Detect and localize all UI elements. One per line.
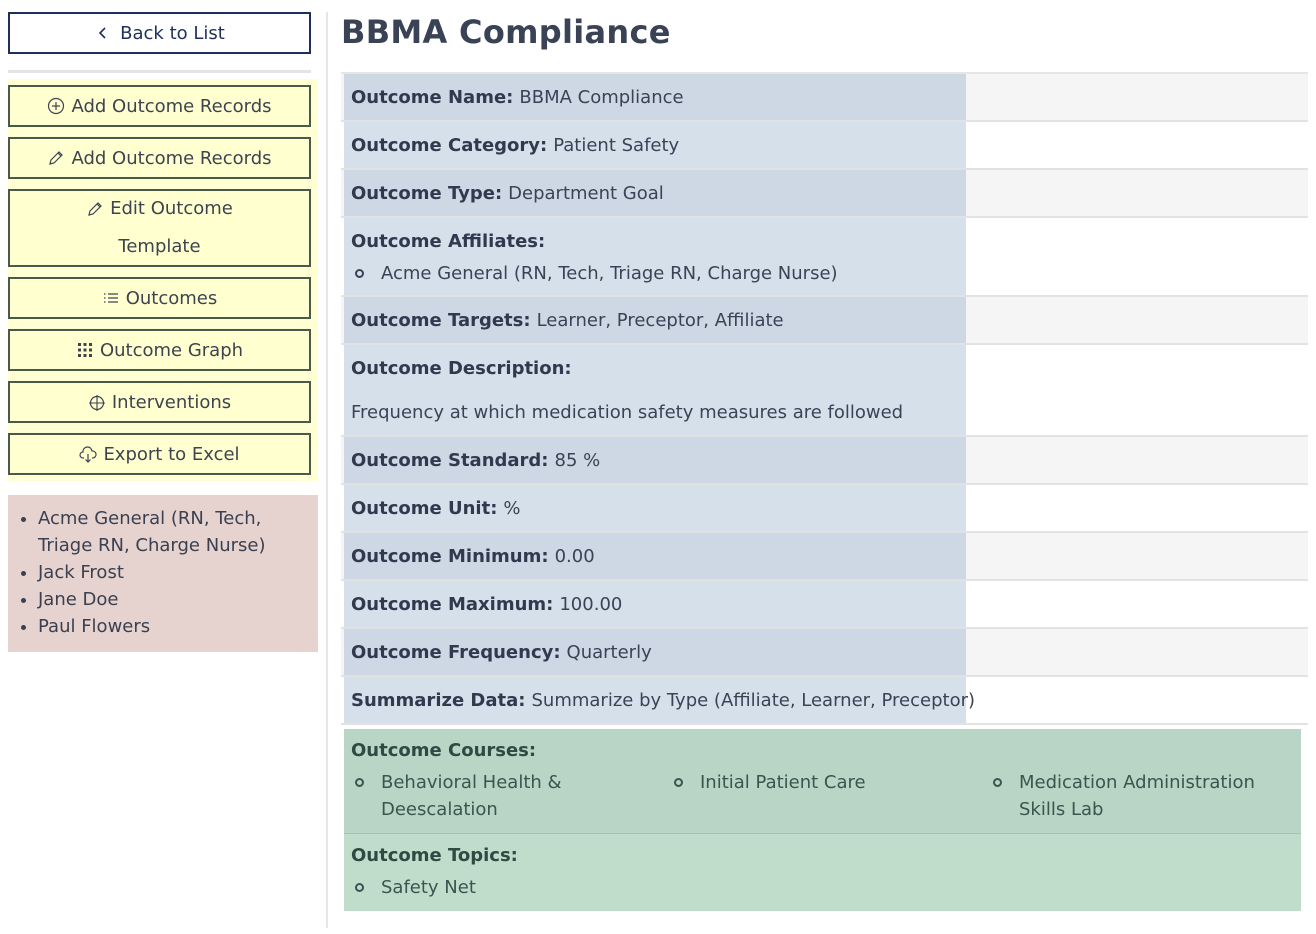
detail-row-description: Outcome Description: Frequency at which … [341, 345, 1308, 437]
pencil-icon [47, 149, 65, 167]
cloud-download-icon [79, 445, 98, 463]
list-item: Initial Patient Care [670, 769, 989, 796]
outcomes-label: Outcomes [125, 287, 218, 309]
field-label: Outcome Frequency: [351, 641, 561, 663]
field-label: Outcome Type: [351, 182, 503, 204]
interventions-button[interactable]: Interventions [8, 381, 311, 423]
field-label: Outcome Unit: [351, 497, 498, 519]
outcome-graph-button[interactable]: Outcome Graph [8, 329, 311, 371]
list-item: Acme General (RN, Tech, Triage RN, Charg… [351, 260, 959, 287]
people-panel: Acme General (RN, Tech, Triage RN, Charg… [8, 495, 318, 652]
back-to-list-label: Back to List [120, 22, 225, 44]
chevron-left-icon [94, 24, 112, 42]
edit-outcome-template-label-1: Edit Outcome [110, 198, 233, 219]
edit-outcome-template-label-2: Template [118, 236, 201, 257]
outcome-graph-label: Outcome Graph [99, 339, 244, 361]
people-list: Acme General (RN, Tech, Triage RN, Charg… [8, 505, 306, 640]
field-label: Outcome Targets: [351, 309, 531, 331]
courses-grid: Behavioral Health & Deescalation Initial… [351, 769, 1294, 823]
field-value: Patient Safety [553, 134, 680, 156]
add-outcome-records-button[interactable]: Add Outcome Records [8, 85, 311, 127]
field-value: 100.00 [559, 593, 623, 615]
action-panel: Add Outcome Records Add Outcome Records … [8, 79, 318, 481]
list-item: Medication Administration Skills Lab [989, 769, 1294, 823]
list-item: Paul Flowers [38, 613, 306, 640]
outcomes-button[interactable]: Outcomes [8, 277, 311, 319]
detail-row-category: Outcome Category: Patient Safety [341, 122, 1308, 170]
courses-label: Outcome Courses: [351, 740, 537, 761]
vertical-divider [326, 12, 328, 928]
field-value: 0.00 [554, 545, 595, 567]
field-label: Outcome Description: [351, 358, 572, 379]
list-item: Jane Doe [38, 586, 306, 613]
detail-row-unit: Outcome Unit:% [341, 485, 1308, 533]
plus-circle-icon [47, 97, 65, 115]
courses-column: Behavioral Health & Deescalation [351, 769, 670, 823]
page-title: BBMA Compliance [341, 13, 671, 51]
courses-column: Medication Administration Skills Lab [989, 769, 1294, 823]
list-item: Jack Frost [38, 559, 306, 586]
table-top-border [341, 72, 1308, 74]
detail-row-frequency: Outcome Frequency: Quarterly [341, 629, 1308, 677]
sidebar: Back to List Add Outcome Records Add Out… [8, 12, 318, 652]
grid-dots-icon [76, 341, 94, 359]
field-value: Department Goal [508, 182, 664, 204]
topics-label: Outcome Topics: [351, 845, 518, 866]
field-value: Summarize by Type (Affiliate, Learner, P… [531, 689, 976, 711]
main-content: BBMA Compliance Outcome Name: BBMA Compli… [341, 0, 1308, 911]
list-item: Acme General (RN, Tech, Triage RN, Charg… [38, 505, 306, 559]
field-label: Outcome Name: [351, 86, 514, 108]
list-item: Behavioral Health & Deescalation [351, 769, 670, 823]
list-icon [102, 289, 120, 307]
field-label: Outcome Minimum: [351, 545, 549, 567]
affiliates-list: Acme General (RN, Tech, Triage RN, Charg… [351, 260, 959, 287]
sidebar-divider [8, 70, 311, 73]
detail-row-affiliates: Outcome Affiliates: Acme General (RN, Te… [341, 218, 1308, 297]
detail-row-standard: Outcome Standard: 85 % [341, 437, 1308, 485]
field-value: Learner, Preceptor, Affiliate [536, 309, 784, 331]
field-value: Quarterly [566, 641, 652, 663]
export-to-excel-label: Export to Excel [103, 443, 240, 465]
edit-outcome-template-button[interactable]: Edit Outcome Template [8, 189, 311, 267]
detail-row-maximum: Outcome Maximum: 100.00 [341, 581, 1308, 629]
detail-row-targets: Outcome Targets: Learner, Preceptor, Affi… [341, 297, 1308, 345]
back-to-list-button[interactable]: Back to List [8, 12, 311, 54]
courses-column: Initial Patient Care [670, 769, 989, 823]
field-value: % [503, 497, 521, 519]
add-outcome-records-label: Add Outcome Records [71, 95, 272, 117]
add-outcome-records-edit-button[interactable]: Add Outcome Records [8, 137, 311, 179]
field-label: Outcome Standard: [351, 449, 549, 471]
description-text: Frequency at which medication safety mea… [351, 402, 904, 423]
detail-row-minimum: Outcome Minimum: 0.00 [341, 533, 1308, 581]
add-outcome-records-edit-label: Add Outcome Records [71, 147, 272, 169]
courses-topics-block: Outcome Courses: Behavioral Health & Dee… [344, 729, 1301, 911]
detail-row-type: Outcome Type: Department Goal [341, 170, 1308, 218]
field-label: Outcome Category: [351, 134, 548, 156]
detail-row-summarize: Summarize Data: Summarize by Type (Affili… [341, 677, 1308, 725]
crosshair-icon [88, 393, 106, 411]
list-item: Safety Net [351, 874, 1294, 901]
field-label: Outcome Affiliates: [351, 231, 546, 252]
field-value: 85 % [554, 449, 601, 471]
outcome-courses-section: Outcome Courses: Behavioral Health & Dee… [344, 729, 1301, 834]
detail-row-name: Outcome Name: BBMA Compliance [341, 74, 1308, 122]
pencil-icon [86, 200, 104, 218]
interventions-label: Interventions [111, 391, 232, 413]
field-label: Outcome Maximum: [351, 593, 554, 615]
topics-list: Safety Net [351, 874, 1294, 901]
field-value: BBMA Compliance [519, 86, 684, 108]
export-to-excel-button[interactable]: Export to Excel [8, 433, 311, 475]
outcome-topics-section: Outcome Topics: Safety Net [344, 834, 1301, 911]
field-label: Summarize Data: [351, 689, 526, 711]
